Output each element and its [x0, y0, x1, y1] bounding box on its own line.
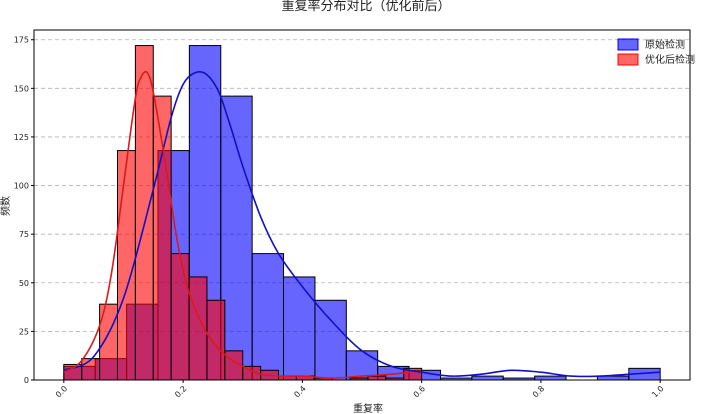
y-axis-label: 频数 [0, 196, 12, 216]
bar-optimized [81, 358, 101, 381]
bar-original [220, 95, 253, 381]
y-tick-label: 0 [24, 376, 29, 385]
bar-optimized [170, 253, 190, 381]
y-tick-label: 50 [19, 279, 29, 288]
legend-label-optimized: 优化后检测 [645, 53, 695, 66]
bar-optimized [134, 45, 154, 381]
bar-original [314, 299, 347, 381]
legend: 原始检测 优化后检测 [617, 38, 695, 66]
legend-label-original: 原始检测 [645, 38, 685, 51]
chart-title: 重复率分布对比（优化前后） [281, 0, 450, 14]
plot-frame [33, 29, 691, 381]
kde-line-original [63, 71, 661, 378]
bar-original [534, 375, 567, 381]
y-tick-label: 150 [14, 84, 29, 93]
density-curves [63, 70, 661, 379]
legend-swatch-optimized [617, 53, 639, 66]
bar-original [283, 276, 316, 381]
y-axis-ticks: 0 25 50 75 100 125 150 175 [14, 36, 34, 385]
bar-original [471, 375, 504, 381]
bar-optimized [152, 95, 172, 381]
y-tick-label: 175 [14, 36, 29, 45]
bar-optimized [206, 299, 226, 381]
kde-line-optimized [63, 70, 410, 379]
y-tick-label: 75 [19, 230, 29, 239]
y-tick-label: 25 [19, 327, 29, 336]
x-axis-label: 重复率 [353, 402, 383, 414]
y-tick-label: 125 [14, 133, 29, 142]
bar-optimized [367, 375, 387, 381]
y-tick-label: 100 [14, 182, 29, 191]
bar-original [251, 253, 285, 381]
legend-swatch-original [617, 38, 639, 51]
histogram-bars [63, 45, 661, 381]
